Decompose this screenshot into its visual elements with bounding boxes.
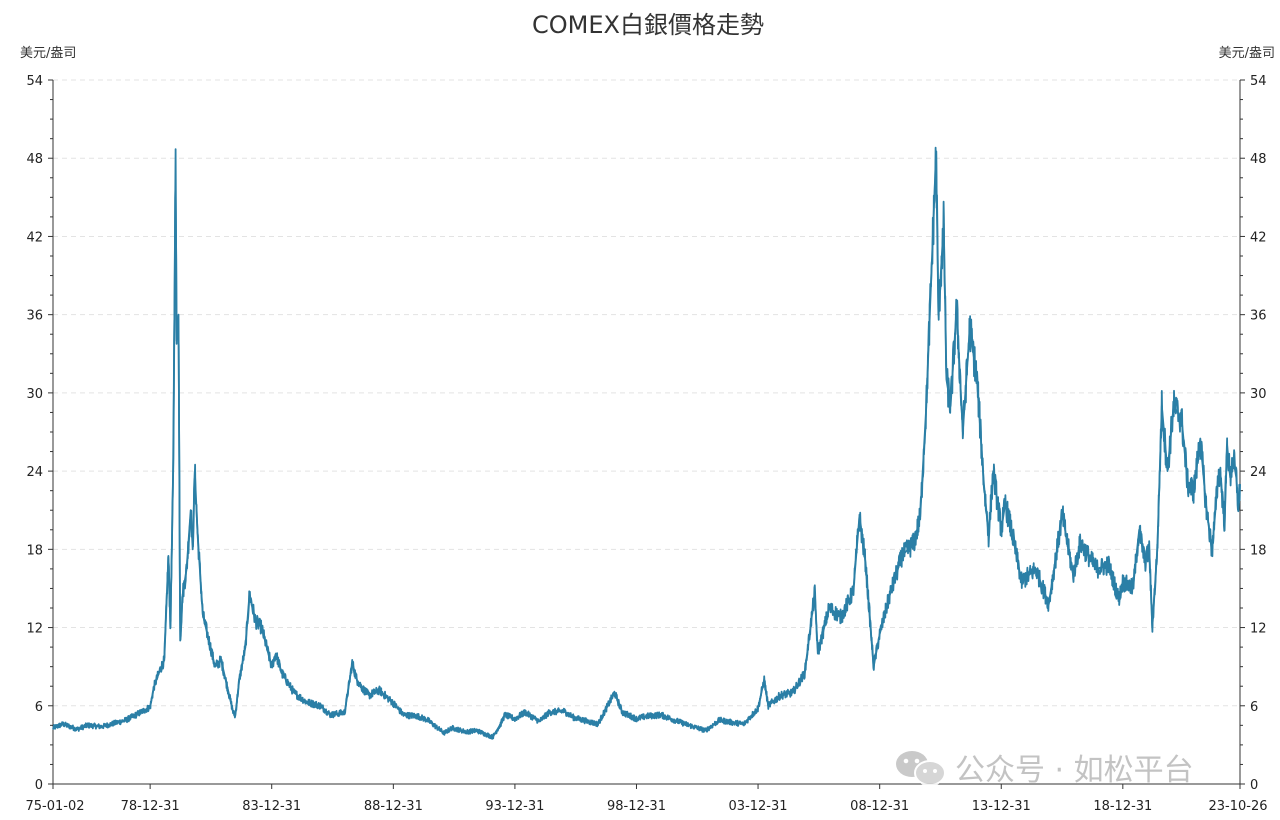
x-tick-label: 75-01-02 (25, 799, 84, 814)
y-tick-label-left: 0 (35, 778, 43, 793)
y-tick-label-right: 0 (1250, 778, 1258, 793)
wechat-icon (896, 751, 946, 786)
series-anchor-line (52, 148, 1241, 738)
y-tick-label-left: 54 (26, 74, 43, 89)
y-tick-label-right: 6 (1250, 700, 1258, 715)
x-tick-label: 98-12-31 (607, 799, 666, 814)
y-tick-label-right: 12 (1250, 622, 1267, 637)
y-tick-label-left: 42 (26, 230, 43, 245)
x-tick-label: 23-10-26 (1208, 799, 1267, 814)
y-tick-label-right: 54 (1250, 74, 1267, 89)
y-tick-label-right: 48 (1250, 152, 1267, 167)
y-tick-label-left: 36 (26, 309, 43, 324)
x-tick-label: 13-12-31 (972, 799, 1031, 814)
x-tick-label: 03-12-31 (729, 799, 788, 814)
x-tick-label: 88-12-31 (364, 799, 423, 814)
x-tick-label: 08-12-31 (850, 799, 909, 814)
axes: 0 0 6 6 12 12 18 18 24 24 30 30 36 36 42 42 48 48 54 54 75-0… (25, 74, 1267, 814)
x-tick-label: 83-12-31 (242, 799, 301, 814)
y-tick-label-right: 24 (1250, 465, 1267, 480)
chart-title: COMEX白銀價格走勢 (532, 11, 764, 39)
x-tick-label: 18-12-31 (1093, 799, 1152, 814)
y-tick-label-left: 48 (26, 152, 43, 167)
watermark-text: 公众号 · 如松平台 (955, 753, 1194, 788)
watermark: 公众号 · 如松平台 (896, 751, 1194, 788)
grid-lines (53, 79, 1240, 707)
series-layer (52, 146, 1241, 740)
y-tick-label-left: 6 (35, 700, 43, 715)
y-tick-label-right: 30 (1250, 387, 1267, 402)
y-tick-label-left: 18 (26, 543, 43, 558)
y-axis-unit-right: 美元/盎司 (1219, 46, 1275, 61)
y-tick-label-right: 42 (1250, 230, 1267, 245)
y-axis-unit-left: 美元/盎司 (20, 46, 76, 61)
y-tick-label-left: 24 (26, 465, 43, 480)
x-tick-label: 93-12-31 (485, 799, 544, 814)
y-tick-label-right: 18 (1250, 543, 1267, 558)
x-tick-label: 78-12-31 (121, 799, 180, 814)
y-tick-label-right: 36 (1250, 309, 1267, 324)
y-tick-label-left: 30 (26, 387, 43, 402)
y-tick-label-left: 12 (26, 622, 43, 637)
